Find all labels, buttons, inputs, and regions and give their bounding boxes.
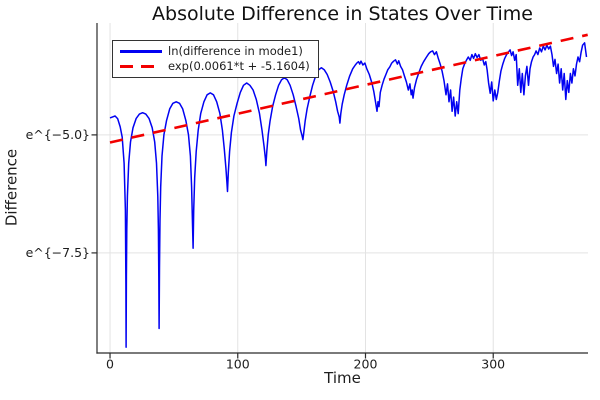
tick-marks <box>91 134 494 359</box>
y-axis-label: Difference <box>2 148 21 227</box>
solid-line-swatch-icon <box>120 50 162 53</box>
y-tick-label: e^{−5.0} <box>26 127 90 142</box>
axes <box>96 23 588 354</box>
grid <box>97 23 588 353</box>
series-difference-line <box>109 42 588 349</box>
x-tick-label: 200 <box>354 357 378 372</box>
legend: ln(difference in mode1) exp(0.0061*t + -… <box>112 40 319 78</box>
y-tick-label: e^{−7.5} <box>26 245 90 260</box>
series-fit-line <box>109 33 588 144</box>
legend-label: ln(difference in mode1) <box>168 44 303 58</box>
legend-item: exp(0.0061*t + -5.1604) <box>120 59 310 74</box>
x-tick-label: 0 <box>106 357 114 372</box>
chart-title: Absolute Difference in States Over Time <box>152 3 533 25</box>
dashed-line-swatch-icon <box>120 65 162 68</box>
x-axis-label: Time <box>324 369 361 387</box>
x-tick-label: 300 <box>481 357 505 372</box>
legend-label: exp(0.0061*t + -5.1604) <box>168 59 310 73</box>
x-tick-label: 100 <box>226 357 250 372</box>
tick-labels: 0 100 200 300 e^{−5.0} e^{−7.5} <box>26 127 506 372</box>
legend-item: ln(difference in mode1) <box>120 44 310 59</box>
